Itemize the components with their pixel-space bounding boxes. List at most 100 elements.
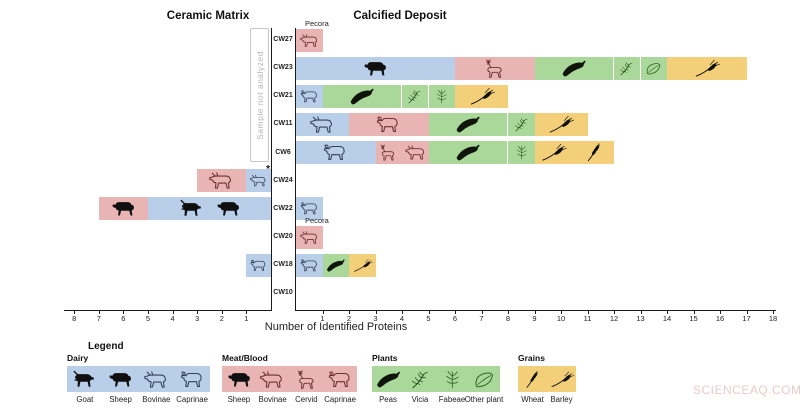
peas-icon [343, 87, 381, 106]
asterisk: * [266, 164, 270, 176]
bar-segment-dairy: * [246, 165, 271, 193]
legend-group-box [372, 366, 500, 392]
legend-item-label: Caprinae [324, 395, 356, 404]
sheep-icon [105, 370, 136, 389]
bar-segment-dairy [296, 84, 323, 108]
legend-group-title: Meat/Blood [222, 353, 268, 363]
bar-segment-dairy [148, 197, 271, 221]
sheep-icon [359, 59, 392, 78]
axis-tick [773, 310, 774, 314]
barley-icon [352, 256, 374, 275]
axis-tick-label: 14 [662, 314, 672, 323]
sheep-icon [107, 199, 140, 218]
axis-tick-label: 7 [96, 314, 101, 323]
legend-item [547, 370, 576, 389]
legend-group-title: Dairy [67, 353, 89, 363]
legend-group-box [67, 366, 210, 392]
watermark: SCIENCEAQ.COM [693, 383, 800, 397]
axis-tick-label: 5 [426, 314, 431, 323]
barley-icon [549, 370, 575, 389]
bovinae-icon [257, 370, 288, 389]
axis-tick-label: 6 [452, 314, 458, 323]
axis-tick-label: 4 [399, 314, 405, 323]
bovinae-icon [306, 115, 339, 134]
vicia-icon [404, 87, 426, 106]
axis-tick-label: 12 [609, 314, 619, 323]
axis-tick-label: 3 [373, 314, 378, 323]
axis-tick-label: 15 [689, 314, 698, 323]
bar-segment-dairy [296, 56, 455, 80]
peas-icon [555, 59, 593, 78]
legend-item [139, 370, 175, 389]
goat-icon [175, 199, 208, 218]
legend-item [468, 370, 500, 389]
axis-tick-label: 7 [479, 314, 484, 323]
legend-item-label: Vicia [411, 395, 429, 404]
legend-item [323, 370, 357, 389]
bar-segment-plant [508, 141, 535, 165]
legend-group-title: Plants [372, 353, 398, 363]
right-panel-title: Calcified Deposit [353, 10, 447, 22]
right-axis-spine [294, 28, 296, 310]
legend-item-label: Wheat [521, 395, 544, 404]
legend-item [222, 370, 256, 389]
legend-item-label: Bovinae [258, 395, 287, 404]
legend-item [290, 370, 324, 389]
axis-tick [640, 310, 642, 314]
bar-segment-dairy [296, 253, 323, 277]
axis-tick [148, 310, 149, 314]
axis-tick-label: 13 [636, 314, 645, 323]
vicia-icon [406, 370, 435, 389]
bar-segment-grain [534, 112, 588, 136]
bar-segment-meat [349, 112, 429, 136]
axis-tick [349, 310, 350, 314]
legend-item [372, 370, 404, 389]
bovinae-icon [299, 31, 321, 50]
legend-item-label: Fabeae [438, 395, 466, 404]
barley-icon [688, 59, 726, 78]
axis-tick [693, 310, 695, 314]
legend-item-label: Sheep [109, 395, 132, 404]
goat-icon [69, 370, 100, 389]
wheat-icon [576, 143, 613, 162]
bar-segment-grain [455, 84, 508, 108]
sheep-icon [212, 199, 245, 218]
legend-item-label: Bovinae [142, 395, 171, 404]
axis-tick [322, 310, 324, 314]
legend-item-label: Sheep [227, 395, 251, 404]
axis-tick [74, 310, 76, 314]
bovinae-icon [299, 228, 321, 247]
sample-label: CW20 [273, 233, 293, 241]
axis-tick-label: 4 [170, 314, 175, 323]
axis-tick [172, 310, 174, 314]
legend-title: Legend [88, 341, 124, 352]
bar-segment-plant [508, 112, 535, 136]
axis-tick-label: 5 [145, 314, 151, 323]
left-axis-baseline [64, 309, 272, 311]
caprinae-icon [299, 87, 321, 106]
caprinae-icon [319, 143, 352, 162]
barley-icon [535, 143, 572, 162]
axis-tick-label: 1 [320, 314, 325, 323]
sample-label: CW23 [273, 64, 293, 72]
wheat-icon [520, 370, 546, 389]
bar-segment-plant [322, 84, 402, 108]
sheep-icon [224, 370, 255, 389]
legend-item [256, 370, 290, 389]
bar-segment-dairy [296, 141, 376, 165]
sample-label: CW18 [273, 261, 293, 269]
axis-tick-label: 11 [583, 314, 592, 323]
legend: Dairy Goat Sheep Bovinae Caprinae Meat/Blood S… [0, 340, 800, 408]
bovinae-icon [205, 171, 238, 190]
legend-item-label: Caprinae [176, 395, 208, 404]
axis-tick [197, 310, 199, 314]
sample-label: CW11 [273, 120, 293, 128]
legend-group-title: Grains [518, 353, 545, 363]
bar-segment-plant [428, 141, 508, 165]
bar-segment-meat [375, 141, 429, 165]
axis-tick [720, 310, 721, 314]
axis-tick [455, 310, 456, 314]
caprinae-icon [249, 256, 269, 275]
pecora-label: Pecora [305, 19, 329, 28]
